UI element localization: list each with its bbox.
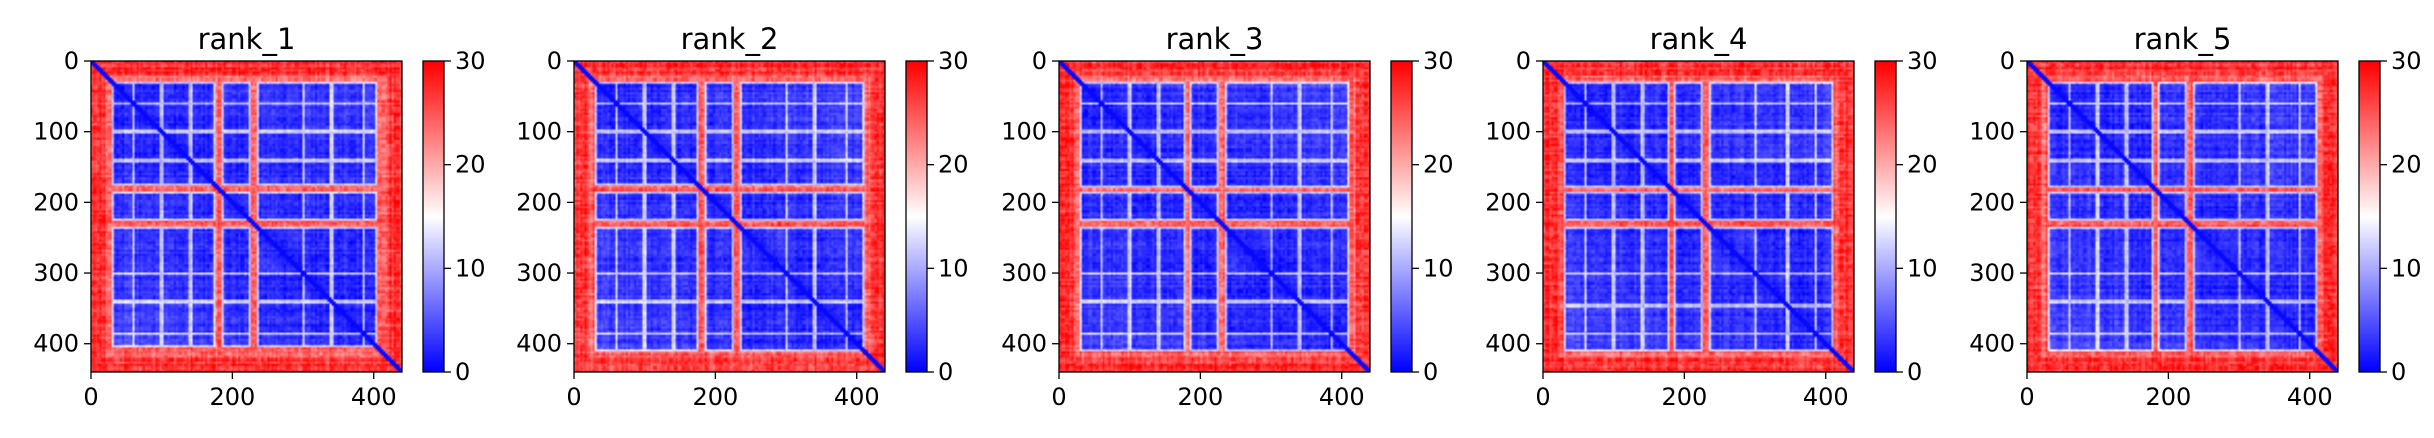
y-tick-label: 300 (1969, 259, 2015, 287)
colorbar-gradient (2359, 61, 2380, 372)
y-tick-label: 300 (33, 259, 79, 287)
colorbar-tick-label: 0 (455, 358, 470, 386)
colorbar-tick-label: 20 (1423, 151, 1454, 179)
y-tick-label: 100 (33, 118, 79, 146)
colorbar-frame (1874, 60, 1897, 373)
x-tick-label: 400 (351, 383, 397, 411)
y-tick-label: 400 (33, 330, 79, 358)
panel-title: rank_2 (681, 22, 779, 56)
distance-matrix-image (2027, 61, 2338, 372)
y-tick-label: 0 (64, 47, 79, 75)
panel-title: rank_3 (1166, 22, 1264, 56)
axes-frame (1058, 60, 1371, 373)
colorbar-gradient (423, 61, 444, 372)
axes-frame (2026, 60, 2339, 373)
colorbar-tick-label: 10 (455, 254, 486, 282)
y-tick-label: 200 (1001, 188, 1047, 216)
x-tick-label: 200 (692, 383, 738, 411)
distance-matrix-image (574, 61, 885, 372)
x-tick-label: 400 (1319, 383, 1365, 411)
colorbar-tick-label: 0 (1907, 358, 1922, 386)
colorbar-tick-label: 0 (1423, 358, 1438, 386)
distance-matrix-image (91, 61, 402, 372)
y-tick-label: 100 (1969, 118, 2015, 146)
y-tick-label: 0 (1516, 47, 1531, 75)
colorbar-tick-label: 10 (938, 254, 969, 282)
x-tick-label: 200 (1177, 383, 1223, 411)
colorbar-tick-label: 20 (938, 151, 969, 179)
x-tick-label: 0 (2019, 383, 2034, 411)
panel-title: rank_4 (1650, 22, 1748, 56)
colorbar-tick-label: 30 (2391, 47, 2422, 75)
y-tick-label: 300 (1001, 259, 1047, 287)
colorbar-tick-label: 0 (938, 358, 953, 386)
panel-title: rank_1 (198, 22, 296, 56)
y-tick-label: 400 (1969, 330, 2015, 358)
y-tick-label: 400 (1485, 330, 1531, 358)
x-tick-label: 400 (834, 383, 880, 411)
colorbar-gradient (1875, 61, 1896, 372)
x-tick-label: 400 (2287, 383, 2333, 411)
y-tick-label: 200 (1969, 188, 2015, 216)
colorbar-tick-label: 20 (1907, 151, 1938, 179)
colorbar-tick-label: 30 (938, 47, 969, 75)
y-tick-label: 300 (516, 259, 562, 287)
colorbar-tick-label: 10 (1423, 254, 1454, 282)
colorbar-tick-label: 30 (455, 47, 486, 75)
axes-frame (1542, 60, 1855, 373)
y-tick-label: 400 (1001, 330, 1047, 358)
axes-frame (573, 60, 886, 373)
colorbar-frame (905, 60, 928, 373)
x-tick-label: 0 (566, 383, 581, 411)
distance-matrix-image (1059, 61, 1370, 372)
y-tick-label: 0 (547, 47, 562, 75)
x-tick-label: 0 (1051, 383, 1066, 411)
colorbar-tick-label: 30 (1907, 47, 1938, 75)
colorbar-gradient (906, 61, 927, 372)
x-tick-label: 200 (1661, 383, 1707, 411)
y-tick-label: 200 (1485, 188, 1531, 216)
panel-title: rank_5 (2134, 22, 2232, 56)
y-tick-label: 0 (2000, 47, 2015, 75)
x-tick-label: 0 (1535, 383, 1550, 411)
x-tick-label: 0 (83, 383, 98, 411)
colorbar-tick-label: 20 (2391, 151, 2422, 179)
colorbar-tick-label: 30 (1423, 47, 1454, 75)
y-tick-label: 100 (1485, 118, 1531, 146)
colorbar-gradient (1391, 61, 1412, 372)
x-tick-label: 200 (209, 383, 255, 411)
colorbar-frame (422, 60, 445, 373)
colorbar-frame (1390, 60, 1413, 373)
colorbar-tick-label: 10 (2391, 254, 2422, 282)
distance-matrix-image (1543, 61, 1854, 372)
y-tick-label: 200 (516, 188, 562, 216)
x-tick-label: 400 (1803, 383, 1849, 411)
y-tick-label: 0 (1032, 47, 1047, 75)
y-tick-label: 400 (516, 330, 562, 358)
x-tick-label: 200 (2145, 383, 2191, 411)
y-tick-label: 100 (1001, 118, 1047, 146)
colorbar-tick-label: 20 (455, 151, 486, 179)
colorbar-frame (2358, 60, 2381, 373)
y-tick-label: 100 (516, 118, 562, 146)
colorbar-tick-label: 10 (1907, 254, 1938, 282)
colorbar-tick-label: 0 (2391, 358, 2406, 386)
y-tick-label: 300 (1485, 259, 1531, 287)
y-tick-label: 200 (33, 188, 79, 216)
axes-frame (90, 60, 403, 373)
